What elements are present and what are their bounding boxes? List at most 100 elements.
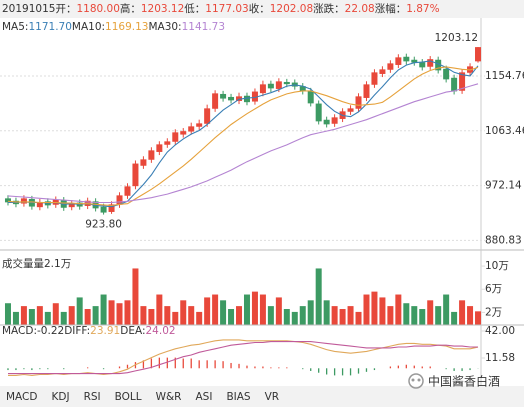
volume-bar bbox=[275, 297, 282, 325]
candle-body bbox=[475, 47, 482, 62]
legend-name: DIFF: bbox=[64, 325, 90, 337]
indicator-tab[interactable]: VR bbox=[265, 391, 279, 403]
indicator-tab[interactable]: MACD bbox=[6, 391, 37, 403]
volume-bar bbox=[419, 309, 426, 325]
volume-bar bbox=[291, 311, 298, 325]
candle-body bbox=[411, 59, 418, 63]
candle-body bbox=[108, 204, 115, 212]
volume-bar bbox=[12, 311, 19, 325]
volume-bar bbox=[164, 306, 171, 325]
text-row: 成交量量2.1万 bbox=[2, 257, 71, 270]
y-tick-label: 1154.76 bbox=[485, 70, 524, 82]
y-tick-label: 2万 bbox=[485, 306, 502, 318]
volume-bar bbox=[196, 311, 203, 325]
volume-bar bbox=[124, 300, 131, 325]
indicator-tab[interactable]: BIAS bbox=[226, 391, 250, 403]
candle-body bbox=[427, 59, 434, 67]
candle-body bbox=[395, 57, 402, 65]
volume-bar bbox=[299, 306, 306, 325]
candle-body bbox=[459, 72, 466, 91]
legend-value: 1169.13 bbox=[105, 21, 148, 33]
candle-body bbox=[212, 93, 219, 109]
volume-bar bbox=[220, 300, 227, 325]
volume-bar bbox=[379, 297, 386, 325]
field-label: 开： bbox=[55, 3, 76, 15]
candle-body bbox=[307, 90, 314, 104]
volume-bar bbox=[267, 306, 274, 325]
volume-bar bbox=[156, 294, 163, 325]
candle-body bbox=[379, 69, 386, 74]
volume-bar bbox=[315, 268, 322, 325]
candle-body bbox=[180, 131, 187, 135]
candle-body bbox=[228, 96, 235, 101]
indicator-tab[interactable]: KDJ bbox=[51, 391, 69, 403]
volume-bar bbox=[411, 306, 418, 325]
volume-bar bbox=[180, 300, 187, 325]
volume-bar bbox=[403, 303, 410, 325]
candle-body bbox=[172, 132, 179, 142]
ma-line bbox=[7, 66, 479, 207]
candle-body bbox=[347, 108, 354, 112]
volume-bar bbox=[108, 300, 115, 325]
candle-body bbox=[363, 84, 370, 98]
volume-bar bbox=[92, 306, 99, 325]
watermark-logo bbox=[408, 373, 424, 389]
candle-body bbox=[116, 195, 123, 205]
field-label: 收： bbox=[249, 2, 270, 15]
candle-body bbox=[204, 108, 211, 124]
candle-body bbox=[220, 93, 227, 99]
volume-bar bbox=[395, 294, 402, 325]
volume-bar bbox=[20, 306, 27, 325]
legend-value: 23.91 bbox=[90, 325, 120, 337]
candle-body bbox=[451, 77, 458, 92]
volume-bar bbox=[44, 311, 51, 325]
indicator-tab[interactable]: RSI bbox=[84, 391, 101, 403]
legend-name: DEA: bbox=[120, 325, 145, 337]
field-value: 1202.08 bbox=[270, 3, 313, 15]
legend-name: MA10: bbox=[72, 21, 105, 33]
candle-body bbox=[267, 83, 274, 89]
high-label: 1203.12 bbox=[435, 32, 478, 44]
candle-body bbox=[156, 144, 163, 152]
volume-bar bbox=[172, 311, 179, 325]
panel-subtitle: 量2.1万 bbox=[34, 258, 72, 270]
candle-body bbox=[243, 95, 250, 103]
candle-body bbox=[20, 198, 27, 204]
field-value: 22.08 bbox=[345, 3, 375, 15]
field-label: 低： bbox=[184, 2, 205, 15]
candle-body bbox=[315, 103, 322, 122]
text-row: 20191015开：1180.00高：1203.12低：1177.03收：120… bbox=[2, 2, 440, 15]
volume-bar bbox=[355, 311, 362, 325]
volume-bar bbox=[68, 306, 75, 325]
candle-body bbox=[124, 186, 131, 196]
field-label: 涨幅： bbox=[375, 2, 407, 15]
candle-body bbox=[331, 117, 338, 124]
panel-value: -0.22 bbox=[37, 325, 64, 337]
volume-bar bbox=[323, 300, 330, 325]
volume-bar bbox=[259, 294, 266, 325]
candle-body bbox=[188, 126, 195, 132]
y-tick-label: 1063.46 bbox=[485, 125, 524, 137]
volume-bar bbox=[459, 300, 466, 325]
macd-line bbox=[8, 341, 478, 375]
legend-value: 24.02 bbox=[146, 325, 176, 337]
watermark: 中国酱香白酒 bbox=[428, 374, 500, 389]
field-value: 1177.03 bbox=[205, 3, 248, 15]
candle-body bbox=[164, 141, 171, 145]
volume-bar bbox=[236, 306, 243, 325]
volume-bar bbox=[283, 309, 290, 325]
volume-bar bbox=[443, 294, 450, 325]
volume-bar bbox=[116, 303, 123, 325]
date: 20191015 bbox=[2, 3, 55, 15]
indicator-tab[interactable]: BOLL bbox=[115, 391, 142, 403]
indicator-tab[interactable]: ASI bbox=[195, 391, 212, 403]
indicator-tab[interactable]: W&R bbox=[156, 391, 182, 403]
candle-body bbox=[275, 81, 282, 89]
volume-bar bbox=[435, 306, 442, 325]
candle-body bbox=[387, 63, 394, 70]
field-label: 涨跌： bbox=[313, 2, 345, 15]
volume-bar bbox=[475, 311, 482, 325]
candle-body bbox=[196, 123, 203, 127]
legend-value: 1141.73 bbox=[182, 21, 225, 33]
